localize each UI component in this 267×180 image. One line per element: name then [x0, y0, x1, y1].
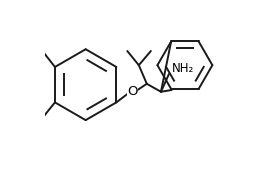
Text: NH₂: NH₂ — [172, 62, 194, 75]
Text: O: O — [127, 85, 138, 98]
